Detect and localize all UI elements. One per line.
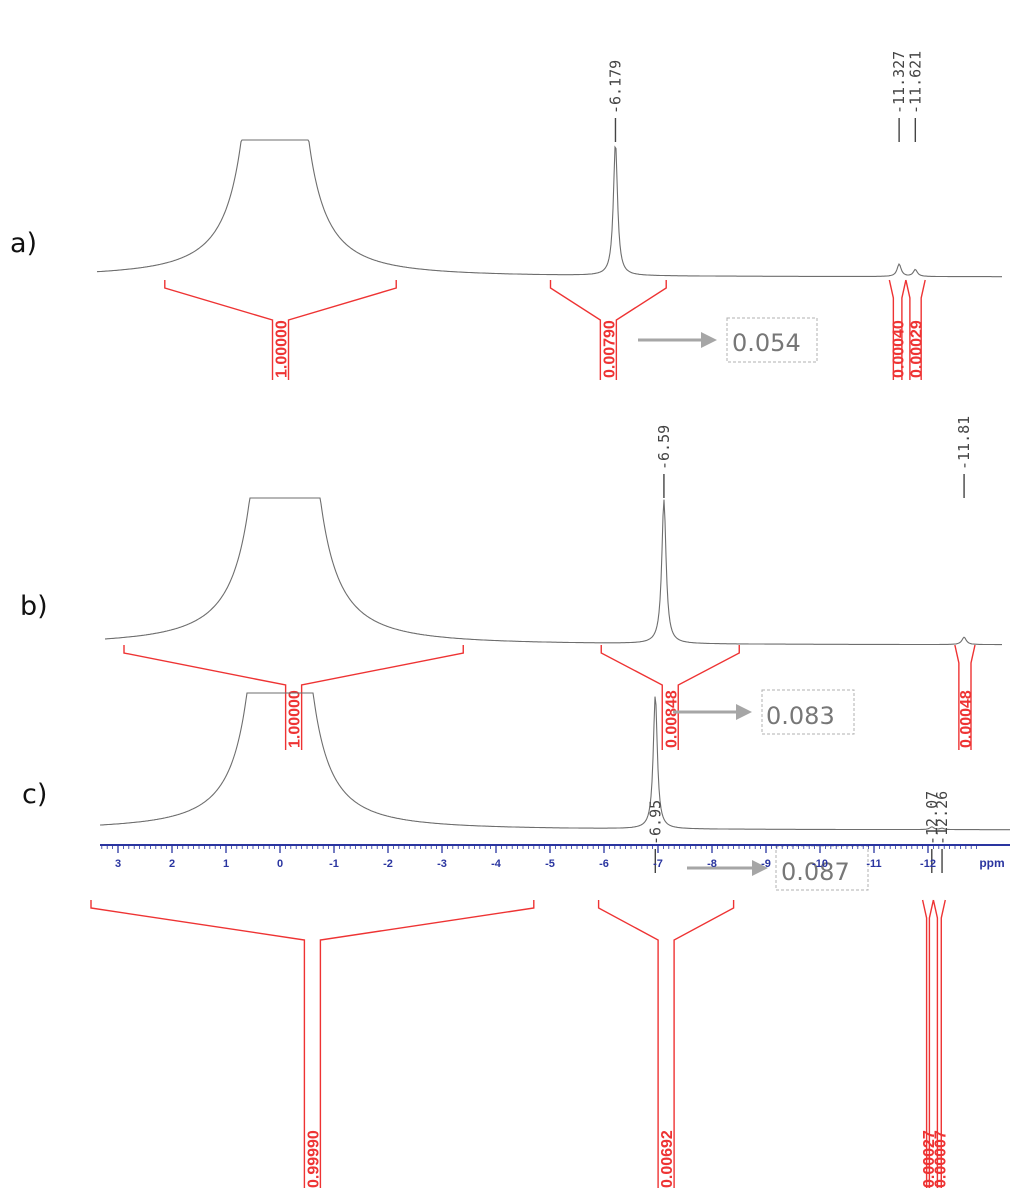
peak-label-text: -11.621 — [906, 51, 924, 114]
peak-label-text: -12.26 — [933, 791, 951, 845]
x-tick-label: -3 — [437, 858, 447, 870]
x-tick-label: 3 — [115, 858, 121, 870]
x-tick-label: -2 — [383, 858, 393, 870]
integral-value: 1.00000 — [274, 320, 291, 378]
x-tick-label: -9 — [761, 858, 771, 870]
integral-bracket — [921, 899, 935, 1188]
x-tick-label: -1 — [329, 858, 339, 870]
peak-label-text: -11.81 — [955, 416, 973, 470]
integral-value: 0.00027 — [921, 1130, 938, 1188]
ratio-annotation: 0.083 — [673, 689, 855, 735]
panel-label: a) — [10, 228, 37, 259]
x-axis: 3 2 1 0 -1 -2 -3 -4 -5 -6 -7 -8 -9 -10 -11 -12 ppm — [100, 844, 1010, 870]
integral-value: 0.99990 — [305, 1130, 322, 1188]
integral-value: 0.00007 — [932, 1130, 949, 1188]
x-axis-unit: ppm — [979, 856, 1004, 870]
arrow-head — [752, 860, 768, 876]
x-tick-label: -8 — [707, 858, 717, 870]
integral-value: 0.00040 — [891, 320, 908, 378]
integral-bracket — [90, 900, 535, 1188]
peak-label-0: -6.95 — [646, 800, 664, 873]
integral-bracket — [123, 645, 464, 750]
integral-value: 0.00048 — [958, 690, 975, 748]
ratio-box — [761, 689, 855, 735]
integral-bracket — [888, 279, 907, 380]
arrow-head — [736, 704, 752, 720]
integral-bracket — [164, 280, 397, 380]
spectrum-trace — [96, 139, 1002, 278]
arrow-head — [701, 332, 717, 348]
peak-label-2: -11.621 — [906, 51, 924, 142]
peak-label-text: -6.59 — [655, 425, 673, 470]
ratio-box — [726, 317, 818, 363]
peak-label-text: -6.95 — [646, 800, 664, 845]
integral-2: 0.00040 — [888, 279, 908, 380]
peak-label-0: -6.179 — [606, 60, 624, 142]
spectrum-panel-b: b) -6.59 -11.81 1.00000 0.00848 0.00048 0.083 — [20, 416, 1002, 750]
x-tick-label: 0 — [277, 858, 283, 870]
peak-label-text: -6.179 — [606, 60, 624, 114]
integral-value: 1.00000 — [287, 690, 304, 748]
x-tick-label: -6 — [599, 858, 609, 870]
spectrum-panel-c: c) -6.95 -12.07-12.26 0.99990 0.00692 0.00027… — [22, 692, 1010, 1188]
panel-label: b) — [20, 591, 48, 622]
spectrum-trace — [100, 692, 1010, 831]
integral-value: 0.00692 — [659, 1130, 676, 1188]
integral-1: 0.00790 — [549, 280, 667, 380]
integral-3: 0.00029 — [905, 279, 926, 380]
ratio-annotation: 0.054 — [638, 317, 818, 363]
integral-0: 0.99990 — [90, 900, 535, 1188]
integral-bracket — [597, 900, 735, 1188]
peak-label-text: -11.327 — [890, 51, 908, 114]
integral-bracket — [905, 279, 926, 380]
integral-2: 0.00048 — [954, 644, 976, 750]
peak-label-text: -12.07 — [923, 791, 941, 845]
x-tick-label: -10 — [812, 858, 828, 870]
ratio-value: 0.083 — [766, 702, 835, 730]
x-tick-label: -11 — [866, 858, 881, 870]
x-tick-label: 1 — [223, 858, 229, 870]
integral-3: 0.00007 — [932, 899, 949, 1188]
integral-bracket — [600, 645, 740, 750]
x-tick-label: -12 — [920, 858, 936, 870]
integral-bracket — [954, 644, 976, 750]
integral-0: 1.00000 — [123, 645, 464, 750]
panel-label: c) — [22, 779, 47, 810]
peak-label-1: -11.327 — [890, 51, 908, 142]
integral-1: 0.00848 — [600, 645, 740, 750]
integral-value: 0.00790 — [601, 320, 618, 378]
ratio-value: 0.087 — [781, 858, 850, 886]
x-tick-label: -7 — [653, 858, 663, 870]
x-tick-label: -5 — [545, 858, 555, 870]
ratio-value: 0.054 — [732, 329, 801, 357]
x-tick-label: 2 — [169, 858, 175, 870]
spectrum-panel-a: a) -6.179 -11.327-11.621 1.00000 0.00790 0.00… — [10, 51, 1002, 380]
integral-2: 0.00027 — [921, 899, 938, 1188]
peak-label-1: -12.07 — [923, 791, 941, 873]
integral-0: 1.00000 — [164, 280, 397, 380]
integral-1: 0.00692 — [597, 900, 735, 1188]
peak-label-2: -12.26 — [933, 791, 951, 873]
spectrum-trace — [105, 497, 1002, 646]
integral-bracket — [549, 280, 667, 380]
x-tick-label: -4 — [491, 858, 502, 870]
integral-value: 0.00029 — [909, 320, 926, 378]
peak-label-0: -6.59 — [655, 425, 673, 498]
integral-bracket — [932, 899, 946, 1188]
peak-label-1: -11.81 — [955, 416, 973, 498]
integral-value: 0.00848 — [663, 690, 680, 748]
